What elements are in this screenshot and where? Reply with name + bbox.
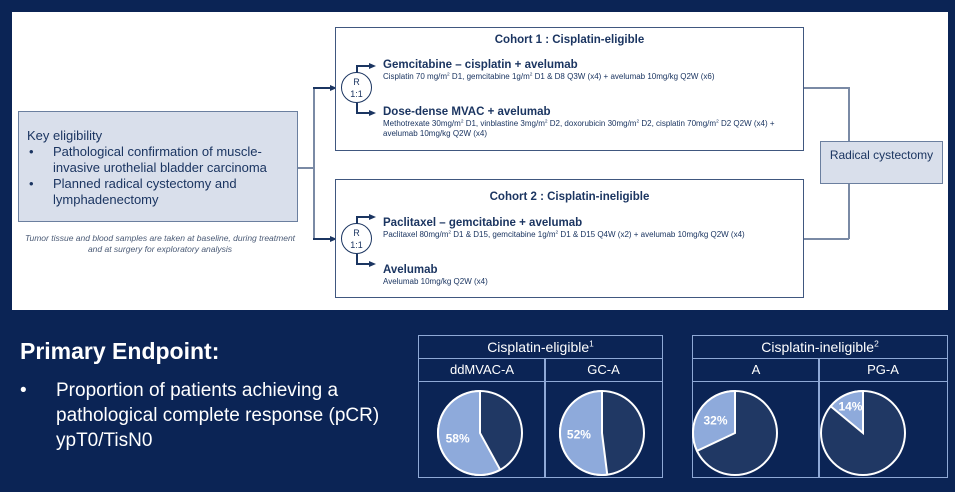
arrow-right-icon	[369, 260, 376, 267]
arm-regimen: Avelumab 10mg/kg Q2W (x4)	[383, 277, 488, 286]
connector	[804, 238, 849, 240]
arm-name: Avelumab	[383, 264, 438, 276]
cisplatin-eligible-table: Cisplatin-eligible1 ddMVAC-A GC-A	[418, 335, 663, 478]
radical-cystectomy-box: Radical cystectomy	[820, 141, 943, 184]
regimen-text: D1, vinblastine 3mg/m	[463, 119, 545, 128]
arrow-right-icon	[369, 109, 376, 116]
eligibility-box: Key eligibility • Pathological confirmati…	[18, 111, 298, 222]
connector	[356, 65, 358, 73]
arrow-right-icon	[369, 62, 376, 69]
pie-ddMVAC-A: 58%	[437, 389, 523, 476]
connector	[356, 216, 370, 218]
connector	[356, 216, 358, 224]
regimen-text: Methotrexate 30mg/m	[383, 119, 461, 128]
connector	[313, 87, 315, 239]
arm-ddmvac-avelumab: Dose-dense MVAC + avelumab Methotrexate …	[383, 106, 803, 139]
regimen-text: D1 & D15, gemcitabine 1g/m	[451, 230, 556, 239]
primary-endpoint-item: • Proportion of patients achieving a pat…	[20, 378, 411, 453]
group-label: Cisplatin-eligible	[487, 339, 590, 355]
connector	[356, 103, 358, 113]
regimen-text: D2 Q2W (x4) + avelumab 10mg/kg Q2W (x4)	[383, 119, 775, 138]
cohort-2-box: Cohort 2 : Cisplatin-ineligible R 1:1 Pac…	[335, 179, 804, 298]
sample-note: Tumor tissue and blood samples are taken…	[24, 233, 296, 254]
randomization-ratio: 1:1	[350, 240, 363, 250]
pie-data-label: 58%	[446, 432, 470, 446]
divider	[544, 359, 546, 477]
randomization-ratio: 1:1	[350, 89, 363, 99]
arm-gc-avelumab: Gemcitabine – cisplatin + avelumab Cispl…	[383, 59, 803, 82]
regimen-text: D1 & D8 Q3W (x4) + avelumab 10mg/kg Q2W …	[532, 72, 715, 81]
arrow-right-icon	[330, 84, 337, 91]
regimen-text: D1 & D15 Q4W (x2) + avelumab 10mg/kg Q2W…	[558, 230, 745, 239]
group-label: Cisplatin-ineligible	[761, 339, 875, 355]
superscript: 2	[460, 119, 464, 125]
bullet-icon: •	[20, 380, 27, 401]
superscript: 2	[448, 230, 452, 236]
arrow-right-icon	[330, 235, 337, 242]
connector	[356, 254, 358, 264]
group-header: Cisplatin-eligible1	[419, 336, 662, 359]
pie-PG-A: 14%	[820, 389, 906, 476]
superscript: 2	[447, 72, 450, 78]
connector	[804, 87, 849, 89]
regimen-text: D1, gemcitabine 1g/m	[449, 72, 530, 81]
eligibility-item: Pathological confirmation of muscle-inva…	[53, 144, 267, 175]
cisplatin-ineligible-table: Cisplatin-ineligible2 A PG-A	[692, 335, 948, 478]
connector	[298, 167, 313, 169]
cohort-title: Cohort 2 : Cisplatin-ineligible	[489, 191, 650, 203]
superscript: 2	[716, 119, 719, 125]
eligibility-title: Key eligibility	[27, 128, 103, 143]
footnote-marker: 2	[874, 338, 879, 349]
arm-name: Paclitaxel – gemcitabine + avelumab	[383, 217, 583, 229]
arm-header: A	[693, 359, 819, 382]
primary-endpoint-text: Proportion of patients achieving a patho…	[56, 380, 380, 451]
arm-regimen: Paclitaxel 80mg/m2 D1 & D15, gemcitabine…	[383, 230, 803, 240]
primary-endpoint-title: Primary Endpoint:	[20, 338, 220, 364]
arrow-right-icon	[369, 213, 376, 220]
pie-slice-pcr	[829, 389, 864, 436]
footnote-marker: 1	[589, 338, 594, 349]
superscript: 2	[544, 119, 548, 125]
pie-slice-pcr	[692, 389, 736, 453]
pie-GC-A: 52%	[559, 389, 645, 476]
connector	[313, 87, 331, 89]
cohort-1-box: Cohort 1 : Cisplatin-eligible R 1:1 Gemci…	[335, 27, 804, 151]
superscript: 2	[555, 230, 559, 236]
bullet-icon: •	[29, 144, 34, 159]
pie-data-label: 14%	[838, 399, 862, 413]
randomization-r: R	[353, 77, 360, 87]
pie-slice-pcr	[437, 389, 502, 476]
arm-header: PG-A	[819, 359, 947, 382]
arm-regimen: Methotrexate 30mg/m2 D1, vinblastine 3mg…	[383, 119, 803, 139]
superscript: 2	[636, 119, 640, 125]
regimen-text: D2, cisplatin 70mg/m	[639, 119, 717, 128]
bullet-icon: •	[29, 176, 34, 191]
arm-avelumab: Avelumab Avelumab 10mg/kg Q2W (x4)	[383, 264, 803, 287]
arm-pg-avelumab: Paclitaxel – gemcitabine + avelumab Pacl…	[383, 217, 803, 240]
arm-name: Dose-dense MVAC + avelumab	[383, 106, 551, 118]
group-header: Cisplatin-ineligible2	[693, 336, 947, 359]
randomization-r: R	[353, 228, 360, 238]
arm-header: ddMVAC-A	[419, 359, 545, 382]
pie-A: 32%	[692, 389, 778, 476]
superscript: 2	[529, 72, 533, 78]
divider	[818, 359, 820, 477]
pie-data-label: 52%	[567, 427, 591, 441]
arm-name: Gemcitabine – cisplatin + avelumab	[383, 59, 578, 71]
eligibility-item: Planned radical cystectomy and lymphaden…	[53, 176, 237, 207]
pie-data-label: 32%	[703, 414, 727, 428]
regimen-text: Cisplatin 70 mg/m	[383, 72, 448, 81]
arm-header: GC-A	[545, 359, 662, 382]
connector	[356, 263, 370, 265]
regimen-text: Paclitaxel 80mg/m	[383, 230, 449, 239]
cohort-title: Cohort 1 : Cisplatin-eligible	[494, 34, 645, 46]
pie-slice-pcr	[559, 389, 609, 476]
arm-regimen: Cisplatin 70 mg/m2 D1, gemcitabine 1g/m2…	[383, 72, 803, 82]
connector	[356, 112, 370, 114]
connector	[356, 65, 370, 67]
randomization-circle: R 1:1	[341, 72, 372, 103]
connector	[313, 238, 331, 240]
regimen-text: D2, doxorubicin 30mg/m	[547, 119, 637, 128]
